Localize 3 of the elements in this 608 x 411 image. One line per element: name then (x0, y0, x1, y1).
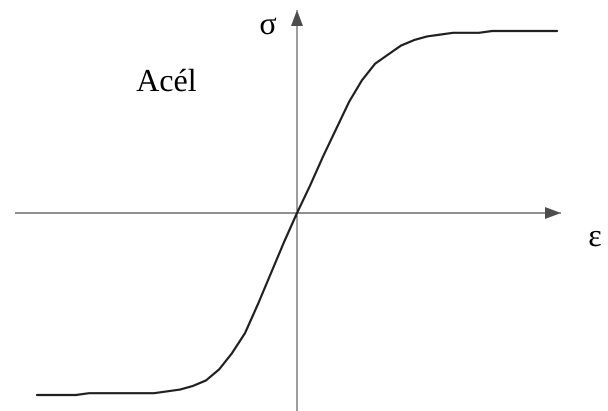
annotation: Acél (136, 68, 196, 92)
x-axis-title: ε (590, 230, 601, 246)
y-axis-title: σ (260, 18, 276, 34)
